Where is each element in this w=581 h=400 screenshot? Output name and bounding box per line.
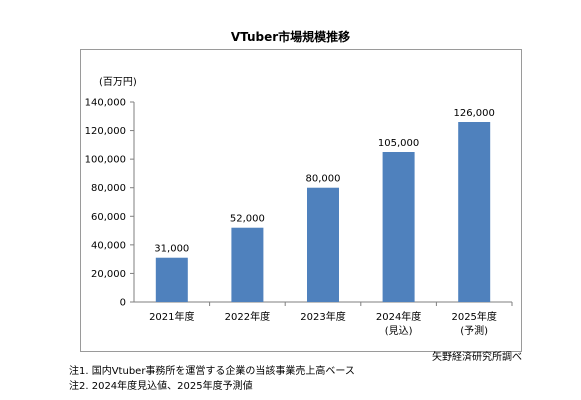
data-label: 52,000 bbox=[230, 214, 265, 225]
y-tick-label: 100,000 bbox=[85, 155, 126, 166]
bar bbox=[458, 122, 491, 302]
bar bbox=[307, 187, 339, 302]
bar bbox=[231, 227, 264, 302]
x-tick-label: 2025年度 bbox=[451, 310, 496, 323]
y-tick-label: 40,000 bbox=[91, 240, 126, 251]
x-tick-label: (見込) bbox=[385, 325, 413, 337]
x-tick-label: 2023年度 bbox=[300, 310, 345, 323]
chart-frame bbox=[80, 49, 522, 352]
data-label: 31,000 bbox=[154, 244, 189, 255]
data-label: 126,000 bbox=[454, 108, 495, 119]
x-tick-label: 2021年度 bbox=[149, 310, 194, 323]
y-tick-label: 20,000 bbox=[91, 269, 126, 280]
y-axis-unit-label: (百万円) bbox=[99, 77, 137, 88]
x-tick-label: 2022年度 bbox=[225, 310, 270, 323]
chart-title: VTuber市場規模推移 bbox=[230, 30, 351, 44]
x-tick-label: (予測) bbox=[460, 324, 488, 337]
y-tick-label: 60,000 bbox=[91, 212, 126, 223]
y-tick-label: 140,000 bbox=[85, 98, 126, 109]
bar bbox=[155, 257, 188, 302]
note-1: 注1. 国内Vtuber事務所を運営する企業の当該事業売上高ベース bbox=[69, 366, 355, 377]
y-tick-label: 120,000 bbox=[85, 126, 126, 137]
bar bbox=[382, 152, 415, 302]
x-tick-label: 2024年度 bbox=[376, 310, 421, 323]
source-label: 矢野経済研究所調べ bbox=[432, 352, 522, 363]
data-label: 105,000 bbox=[378, 138, 419, 149]
note-2: 注2. 2024年度見込値、2025年度予測値 bbox=[69, 381, 253, 392]
data-label: 80,000 bbox=[306, 174, 341, 185]
y-tick-label: 80,000 bbox=[91, 183, 126, 194]
y-tick-label: 0 bbox=[120, 298, 126, 309]
